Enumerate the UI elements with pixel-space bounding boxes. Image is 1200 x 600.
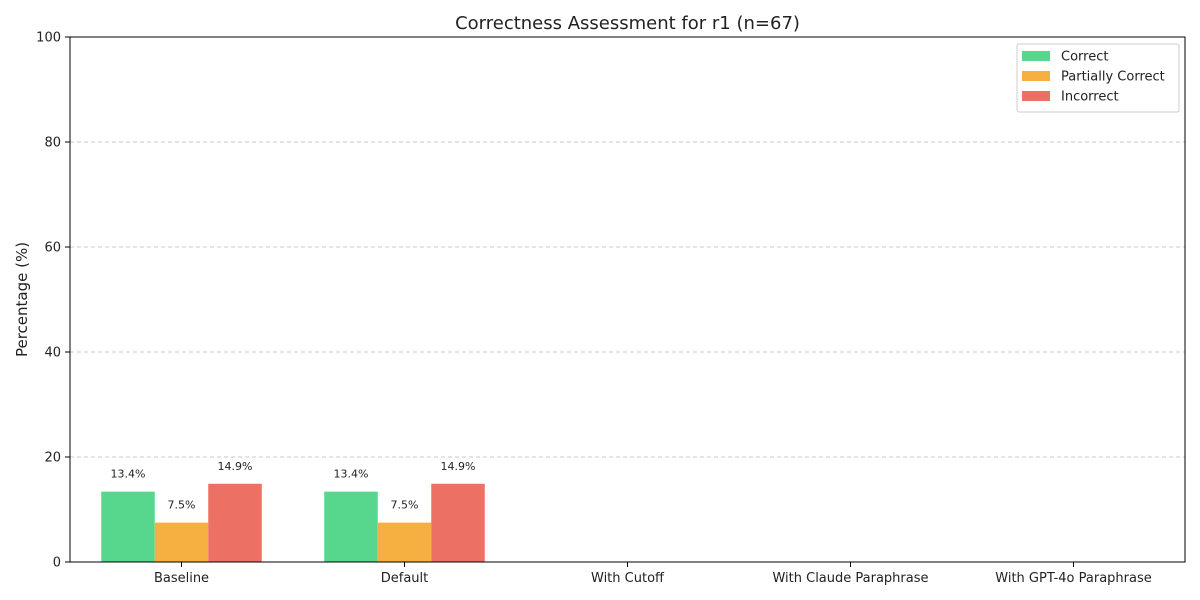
data-labels: 13.4% 7.5% 14.9% 13.4% 7.5% 14.9% bbox=[111, 460, 476, 512]
y-axis-ticks: 0 20 40 60 80 100 bbox=[36, 31, 70, 571]
bars bbox=[101, 483, 485, 562]
legend-swatch bbox=[1022, 91, 1050, 101]
axes-frame bbox=[69, 36, 1186, 563]
bar bbox=[324, 491, 378, 562]
legend-swatch bbox=[1022, 71, 1050, 81]
legend-entry: Incorrect bbox=[1061, 90, 1119, 105]
bar bbox=[101, 491, 155, 562]
grid-lines bbox=[70, 141, 1185, 458]
axes bbox=[69, 36, 1186, 563]
data-label: 14.9% bbox=[441, 460, 476, 473]
data-label: 13.4% bbox=[111, 468, 146, 481]
data-label: 7.5% bbox=[391, 499, 419, 512]
y-tick-label: 80 bbox=[44, 136, 61, 151]
data-label: 14.9% bbox=[218, 460, 253, 473]
bar bbox=[377, 522, 432, 562]
x-tick-label: Default bbox=[381, 571, 429, 586]
x-tick-label: With Claude Paraphrase bbox=[772, 571, 928, 586]
bar bbox=[154, 522, 209, 562]
legend: Correct Partially Correct Incorrect bbox=[1016, 43, 1180, 113]
y-tick-label: 20 bbox=[44, 451, 61, 466]
y-tick-label: 0 bbox=[53, 556, 61, 571]
data-label: 13.4% bbox=[334, 468, 369, 481]
x-tick-label: Baseline bbox=[154, 571, 209, 586]
bar bbox=[431, 483, 485, 562]
data-label: 7.5% bbox=[168, 499, 196, 512]
chart-title: Correctness Assessment for r1 (n=67) bbox=[455, 13, 800, 34]
legend-box bbox=[1016, 43, 1180, 113]
bar bbox=[208, 483, 262, 562]
legend-swatch bbox=[1022, 51, 1050, 61]
legend-entry: Partially Correct bbox=[1061, 70, 1165, 85]
y-tick-label: 40 bbox=[44, 346, 61, 361]
y-axis-label: Percentage (%) bbox=[13, 242, 31, 357]
legend-entry: Correct bbox=[1061, 50, 1108, 65]
x-tick-label: With GPT-4o Paraphrase bbox=[995, 571, 1151, 586]
x-axis-ticks: Baseline Default With Cutoff With Claude Pa… bbox=[154, 562, 1152, 586]
x-tick-label: With Cutoff bbox=[591, 571, 665, 586]
y-tick-label: 100 bbox=[36, 31, 61, 46]
y-tick-label: 60 bbox=[44, 241, 61, 256]
